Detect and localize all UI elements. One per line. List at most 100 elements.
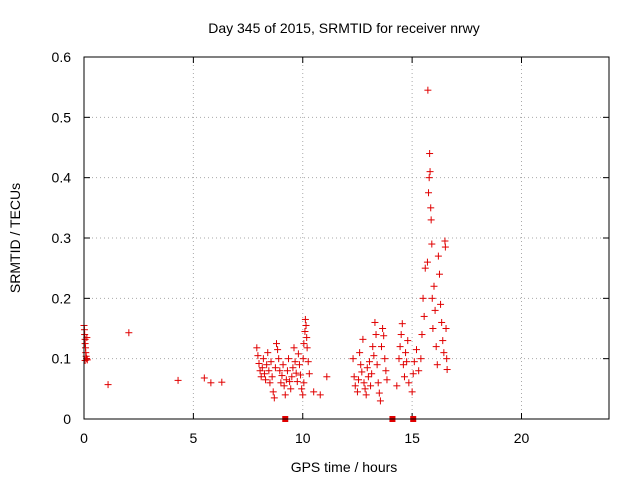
data-point [428, 294, 436, 302]
data-point [288, 373, 296, 381]
data-point [316, 391, 324, 399]
data-point [361, 385, 369, 393]
data-point [443, 366, 451, 374]
data-point [349, 355, 357, 363]
data-point [280, 382, 288, 390]
data-point [274, 346, 282, 354]
data-point [430, 282, 438, 290]
data-point [351, 382, 359, 390]
data-point [363, 364, 371, 372]
data-point [396, 343, 404, 351]
data-point [402, 349, 410, 357]
data-point [207, 379, 215, 387]
data-point [270, 394, 278, 402]
data-point [264, 349, 272, 357]
data-point [419, 294, 427, 302]
y-tick-label: 0 [63, 411, 71, 427]
chart-title: Day 345 of 2015, SRMTID for receiver nrw… [208, 20, 480, 36]
data-point [200, 374, 208, 382]
data-point [399, 361, 407, 369]
data-point [397, 331, 405, 339]
data-point [265, 367, 273, 375]
data-point [395, 355, 403, 363]
data-point [393, 382, 401, 390]
data-point [410, 358, 418, 366]
data-point [299, 355, 307, 363]
data-point [369, 343, 377, 351]
data-point [323, 373, 331, 381]
data-point [426, 168, 434, 176]
data-point [174, 376, 182, 384]
data-point [295, 361, 303, 369]
x-tick-label: 15 [404, 430, 420, 446]
x-tick-label: 0 [80, 430, 88, 446]
data-point [286, 378, 294, 386]
data-point [293, 378, 301, 386]
data-point [299, 391, 307, 399]
y-tick-label: 0.1 [52, 351, 72, 367]
data-point [372, 331, 380, 339]
data-point [374, 379, 382, 387]
data-point [302, 321, 310, 329]
data-point [358, 368, 366, 376]
data-point [104, 381, 112, 389]
data-point [428, 240, 436, 248]
data-point [362, 391, 370, 399]
data-point [266, 379, 274, 387]
data-point [262, 376, 270, 384]
data-point [403, 358, 411, 366]
data-point [275, 355, 283, 363]
data-point [355, 376, 363, 384]
data-point [125, 329, 133, 337]
data-point [276, 367, 284, 375]
grid [84, 57, 609, 419]
data-point [285, 355, 293, 363]
data-point [439, 337, 447, 345]
data-point [269, 388, 277, 396]
data-point [287, 385, 295, 393]
data-point [431, 306, 439, 314]
data-point [300, 379, 308, 387]
data-point [371, 318, 379, 326]
data-point [426, 150, 434, 158]
x-tick-label: 10 [295, 430, 311, 446]
data-point [300, 340, 308, 348]
data-point [303, 334, 311, 342]
data-point [367, 382, 375, 390]
data-point [408, 388, 416, 396]
data-point [294, 350, 302, 358]
data-point [253, 344, 261, 352]
data-point [298, 385, 306, 393]
x-axis-label: GPS time / hours [291, 459, 398, 475]
data-point [259, 355, 267, 363]
data-point [409, 370, 417, 378]
y-tick-label: 0.5 [52, 109, 72, 125]
data-point [379, 325, 387, 332]
data-point [435, 270, 443, 278]
y-axis-label: SRMTID / TECUs [7, 183, 23, 293]
data-point [301, 315, 309, 323]
data-point [415, 367, 423, 375]
data-point [282, 376, 290, 384]
y-tick-label: 0.4 [52, 170, 72, 186]
data-point [360, 379, 368, 387]
data-point [364, 373, 372, 381]
data-point [83, 334, 91, 342]
data-point [291, 358, 299, 366]
data-point [271, 364, 279, 372]
data-point [268, 373, 276, 381]
data-point [353, 388, 361, 396]
y-tick-label: 0.3 [52, 230, 72, 246]
data-point [438, 318, 446, 326]
data-point [283, 367, 291, 375]
data-point [292, 369, 300, 377]
plot-frame [83, 56, 610, 420]
data-point [359, 335, 367, 343]
data-point [365, 358, 373, 366]
data-point [405, 379, 413, 387]
data-point [257, 373, 265, 381]
data-point [258, 364, 266, 372]
data-point [277, 379, 285, 387]
data-point [432, 343, 440, 351]
